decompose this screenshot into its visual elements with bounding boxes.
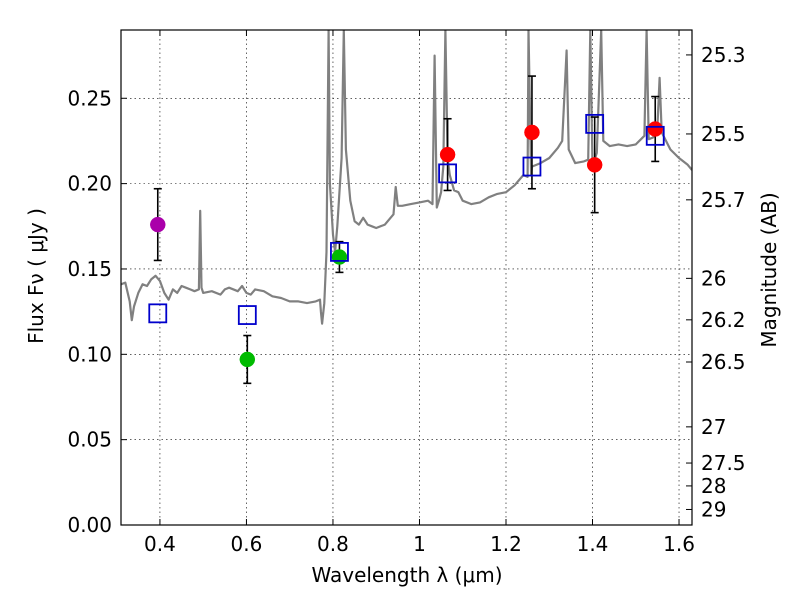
photometry-points: [148, 75, 665, 385]
y-axis-ticks-left: 0.00 0.05 0.10 0.15 0.20 0.25: [67, 86, 127, 537]
x-tick-label: 1.4: [577, 532, 609, 556]
model-spectrum-line: [121, 30, 692, 325]
model-photometry-square: [330, 241, 349, 262]
model-photometry-square: [645, 125, 665, 146]
mag-tick-label: 25.3: [701, 43, 746, 67]
observed-photometry-point: [331, 249, 348, 265]
mag-tick-label: 27.5: [701, 451, 746, 475]
x-tick-label: 1.6: [663, 532, 695, 556]
grid-lines: [121, 30, 692, 525]
observed-photometry-point: [586, 157, 603, 173]
x-axis-label: Wavelength λ (μm): [311, 563, 502, 587]
y-axis-label-left: Flux Fν ( μJy ): [24, 208, 48, 344]
plot-frame: [120, 29, 693, 526]
mag-tick-label: 27: [701, 415, 726, 439]
observed-photometry-point: [647, 121, 663, 137]
y-tick-label: 0.20: [67, 172, 112, 196]
x-tick-label: 0.4: [144, 532, 176, 556]
x-tick-label: 1: [413, 532, 426, 556]
y-axis-label-right: Magnitude (AB): [757, 192, 781, 347]
mag-tick-label: 26: [701, 266, 726, 290]
spectrum-path: [121, 30, 692, 325]
y-tick-label: 0.00: [67, 513, 112, 537]
y-tick-label: 0.05: [67, 428, 112, 452]
model-photometry-square: [237, 305, 257, 325]
mag-tick-label: 25.7: [701, 188, 746, 212]
model-photometry-square: [522, 156, 542, 177]
mag-tick-label: 29: [701, 497, 726, 521]
mag-tick-label: 28: [701, 474, 726, 498]
y-tick-label: 0.15: [67, 257, 112, 281]
model-photometry-square: [585, 113, 605, 134]
observed-photometry-point: [439, 146, 456, 163]
model-photometry-square: [438, 163, 457, 184]
x-tick-label: 1.2: [490, 532, 522, 556]
mag-tick-label: 26.2: [701, 308, 746, 332]
observed-photometry-point: [239, 351, 256, 368]
mag-tick-label: 26.5: [701, 350, 746, 374]
observed-photometry-point: [524, 124, 540, 141]
observed-photometry-point: [150, 216, 166, 233]
mag-tick-label: 25.5: [701, 122, 746, 146]
y-tick-label: 0.10: [67, 342, 112, 366]
x-tick-label: 0.6: [231, 532, 263, 556]
y-tick-label: 0.25: [67, 86, 112, 110]
x-axis-ticks: 0.4 0.6 0.8 1 1.2 1.4 1.6: [144, 30, 695, 556]
x-tick-label: 0.8: [317, 532, 349, 556]
model-photometry-square: [148, 303, 168, 324]
